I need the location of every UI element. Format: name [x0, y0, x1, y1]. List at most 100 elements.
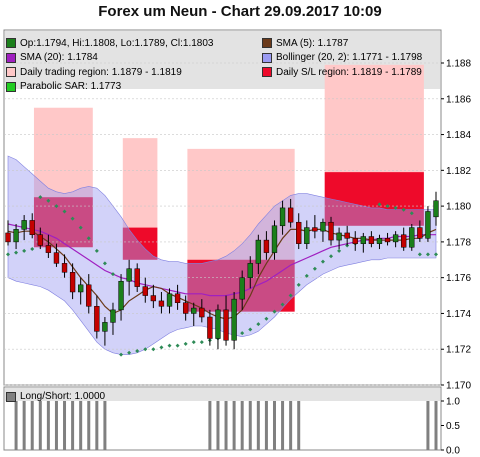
long-short-bar-27 — [224, 401, 228, 450]
y-tick-label-5: 1.180 — [446, 202, 471, 213]
candle-body-3 — [29, 220, 35, 235]
candle-icon — [6, 38, 16, 49]
sl-region-3 — [324, 172, 424, 226]
long-short-bar-4 — [38, 401, 42, 450]
candle-body-51 — [417, 227, 423, 239]
candle-body-45 — [368, 236, 375, 244]
candle-body-10 — [86, 284, 92, 307]
legend-label: Op:1.1794, Hi:1.1808, Lo:1.1789, Cl:1.18… — [20, 37, 214, 49]
candle-body-11 — [94, 306, 100, 332]
sar-dot-38 — [312, 266, 317, 271]
y-axis: 1.170 1.172 1.174 1.176 1.178 1.180 1.182 1.184… — [441, 59, 471, 392]
legend-row-0: Op:1.1794, Hi:1.1808, Lo:1.1789, Cl:1.18… — [6, 36, 440, 51]
long-short-bar-30 — [248, 401, 252, 450]
sar-dot-9 — [78, 225, 83, 230]
sar-dot-20 — [167, 343, 172, 348]
candle-body-7 — [61, 263, 68, 273]
sar-dot-48 — [393, 205, 398, 210]
long-short-bar-12 — [103, 401, 107, 450]
long-short-swatch-icon — [6, 391, 16, 402]
y-tick-label-1: 1.172 — [446, 345, 471, 356]
candle-body-32 — [263, 239, 270, 253]
sar-dot-47 — [385, 204, 390, 209]
long-short-bar-1 — [14, 401, 18, 450]
candle-body-18 — [150, 295, 157, 302]
long-short-bar-36 — [297, 401, 301, 450]
legend-item-2-1: Daily S/L region: 1.1819 - 1.1789 — [262, 67, 422, 78]
sar-dots — [6, 195, 438, 357]
long-short-bar-34 — [281, 401, 285, 450]
y-tick-label-7: 1.184 — [446, 130, 471, 141]
candle-body-6 — [53, 252, 60, 264]
candle-body-21 — [174, 293, 181, 303]
candle-body-39 — [320, 221, 326, 232]
sar-dot-3 — [30, 247, 35, 252]
candle-body-24 — [199, 307, 205, 318]
sar-dot-37 — [304, 273, 309, 278]
bollinger-swatch-icon — [262, 52, 272, 63]
candle-body-28 — [231, 298, 237, 341]
sar-dot-11 — [94, 248, 99, 253]
sar-dot-29 — [240, 331, 245, 336]
long-short-bar-32 — [264, 401, 268, 450]
candle-body-23 — [191, 307, 197, 314]
long-short-bar-10 — [87, 401, 91, 450]
candle-body-47 — [384, 238, 391, 243]
candle-body-27 — [223, 309, 229, 341]
long-short-bar-29 — [240, 401, 244, 450]
legend-label: Daily S/L region: 1.1819 - 1.1789 — [276, 66, 422, 78]
y-tick-label-4: 1.178 — [446, 237, 471, 248]
trading-region-1 — [122, 138, 158, 228]
candle-body-38 — [312, 227, 318, 232]
sma5-swatch-icon — [262, 38, 272, 49]
long-short-bar-7 — [63, 401, 67, 450]
candle-body-25 — [207, 316, 213, 339]
candle-body-16 — [134, 268, 140, 287]
candle-body-13 — [110, 309, 116, 323]
candle-body-22 — [182, 302, 189, 314]
legend-row-1: SMA (20): 1.1784 Bollinger (20, 2): 1.177… — [6, 51, 440, 66]
long-short-bar-35 — [289, 401, 293, 450]
region-layer — [33, 64, 424, 312]
legend-label: Daily trading region: 1.1879 - 1.1819 — [20, 66, 182, 78]
legend-label: SMA (5): 1.1787 — [276, 37, 349, 49]
long-short-bar-33 — [272, 401, 276, 450]
sar-dot-36 — [296, 282, 301, 287]
long-short-bar-26 — [216, 401, 220, 450]
sar-dot-31 — [256, 322, 261, 327]
candle-body-12 — [102, 322, 108, 332]
legend-item-0-1: SMA (5): 1.1787 — [262, 38, 348, 49]
y-tick-label-6: 1.182 — [446, 166, 471, 177]
sar-swatch-icon — [6, 81, 16, 92]
y-tick-label-0: 1.170 — [446, 381, 471, 392]
sar-dot-23 — [191, 340, 196, 345]
sar-dot-0 — [6, 252, 10, 257]
candle-body-44 — [360, 236, 366, 244]
sar-dot-50 — [409, 211, 414, 216]
legend-row-3: Parabolic SAR: 1.1773 — [6, 80, 440, 95]
sub-legend-background — [5, 388, 440, 401]
sar-dot-12 — [102, 261, 107, 266]
candle-body-49 — [401, 234, 407, 248]
legend-item-1-1: Bollinger (20, 2): 1.1771 - 1.1798 — [262, 52, 422, 63]
candle-body-30 — [247, 263, 253, 278]
trading-region-3 — [324, 64, 424, 173]
long-short-bar-3 — [30, 401, 34, 450]
sub-y-tick-label-0: 0.0 — [446, 446, 460, 457]
long-short-bar-25 — [208, 401, 212, 450]
candle-body-2 — [21, 220, 27, 230]
sar-dot-2 — [22, 248, 27, 253]
candle-body-34 — [279, 207, 286, 227]
long-short-label: Long/Short: 1.0000 — [20, 391, 106, 402]
candle-body-29 — [239, 277, 245, 300]
sl-region-swatch-icon — [262, 67, 272, 78]
long-short-bar-28 — [232, 401, 236, 450]
candle-body-31 — [255, 239, 262, 264]
candle-body-46 — [376, 238, 383, 244]
legend-item-1-0: SMA (20): 1.1784 — [6, 52, 262, 63]
long-short-bar-53 — [434, 401, 438, 450]
candle-body-50 — [409, 227, 415, 248]
sar-dot-53 — [434, 252, 438, 257]
long-short-panel: 0.0 0.5 1.0 — [3, 386, 460, 457]
candle-body-14 — [118, 280, 124, 311]
